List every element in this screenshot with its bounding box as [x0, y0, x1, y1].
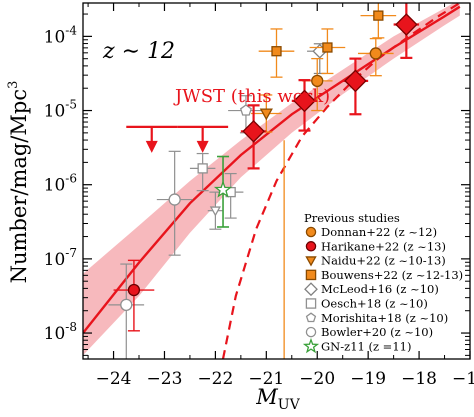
this-work-point-0: [240, 104, 267, 170]
y-tick-label: 10-8: [44, 320, 77, 344]
this-work-point-1-marker: [293, 89, 316, 113]
plot-area: [83, 3, 461, 359]
legend-entry-2: Naidu+22 (z ~10-13): [305, 254, 446, 268]
legend-label-3: Bouwens+22 (z ~12-13): [321, 268, 463, 282]
y-tick-label: 10-4: [44, 23, 78, 47]
bouwens22-point-0-marker: [271, 46, 282, 57]
legend-entry-8: GN-z11 (z =11): [302, 337, 411, 354]
upper-limit-1: [177, 125, 229, 153]
this-work-point-1: [291, 79, 318, 132]
bouwens22-point-1: [309, 28, 346, 75]
bouwens22-point-0: [258, 28, 295, 78]
x-axis-label: MUV: [255, 385, 300, 413]
open-triangle-point-0-marker: [209, 206, 221, 217]
oesch18-point-0: [189, 152, 216, 192]
bowler20-point-1: [108, 263, 145, 359]
x-tick-label: −23: [147, 369, 183, 389]
y-tick-label: 10-7: [44, 246, 77, 270]
y-tick-label: 10-6: [44, 172, 77, 196]
legend-label-5: Oesch+18 (z ~10): [321, 297, 428, 311]
plot-frame: [82, 2, 471, 360]
this-work-point-3-marker: [395, 13, 418, 36]
upper-limit-arrowhead-0: [145, 140, 158, 153]
legend-marker-7: [305, 326, 317, 338]
legend: Previous studies Donnan+22 (z ~12)Harika…: [302, 211, 463, 354]
naidu22-point-0-marker: [259, 108, 273, 121]
y-tick-label: 10-5: [44, 98, 77, 122]
this-work-point-2: [342, 57, 369, 116]
jwst-fit-annotation: JWST (this work): [173, 86, 330, 107]
fit-line-dashed: [221, 3, 461, 359]
harikane22-point-0-marker: [127, 283, 141, 297]
x-tick-label: −19: [350, 369, 386, 389]
legend-marker-5: [305, 298, 317, 309]
fit-line-solid: [83, 5, 461, 334]
x-tick-label: −22: [197, 369, 233, 389]
legend-marker-6: [305, 312, 317, 323]
y-axis-label: Number/mag/Mpc3: [6, 81, 31, 284]
legend-marker-1: [305, 241, 317, 252]
bowler20-point-0: [156, 150, 193, 256]
x-tick-label: −18: [401, 369, 437, 389]
legend-label-4: McLeod+16 (z ~10): [321, 282, 439, 296]
bouwens22-point-2-marker: [373, 10, 384, 21]
data-points: [108, 3, 420, 359]
redshift-annotation: z ∼ 12: [102, 39, 175, 64]
legend-entry-6: Morishita+18 (z ~10): [305, 311, 448, 325]
legend-entry-1: Harikane+22 (z ~13): [305, 239, 446, 253]
bowler20-point-1-marker: [120, 298, 133, 312]
legend-label-7: Bowler+20 (z ~10): [321, 325, 433, 339]
donnan22-point-0-marker: [311, 74, 324, 88]
x-axis-ticks: −24 −23 −22 −21 −20 −19 −18 −17: [87, 3, 474, 389]
x-tick-label: −20: [299, 369, 335, 389]
gnz11-point-0-marker: [213, 180, 233, 198]
morishita18-point-0: [228, 95, 264, 134]
donnan22-point-1-marker: [369, 47, 382, 60]
legend-entry-5: Oesch+18 (z ~10): [305, 297, 428, 311]
legend-label-1: Harikane+22 (z ~13): [321, 239, 446, 253]
legend-label-2: Naidu+22 (z ~10-13): [321, 254, 446, 268]
bowler20-point-0-marker: [168, 193, 181, 206]
legend-label-0: Donnan+22 (z ~12): [321, 225, 437, 239]
x-tick-label: −21: [248, 369, 284, 389]
legend-marker-3: [305, 269, 317, 281]
legend-entry-3: Bouwens+22 (z ~12-13): [305, 268, 463, 282]
bouwens22-point-1-marker: [322, 42, 333, 53]
naidu22-point-0: [251, 94, 282, 133]
legend-entry-7: Bowler+20 (z ~10): [305, 325, 433, 339]
fit-confidence-band: [83, 3, 460, 356]
y-axis-ticks: 10-8 10-7 10-6 10-5 10-4: [44, 13, 470, 356]
this-work-point-3: [393, 3, 420, 59]
legend-marker-4: [304, 282, 318, 297]
gnz11-point-0: [213, 155, 233, 228]
upper-limit-arrowhead-1: [196, 140, 209, 153]
oesch18-point-0-marker: [197, 163, 208, 174]
this-work-point-0-marker: [242, 119, 265, 143]
legend-label-8: GN-z11 (z =11): [321, 339, 411, 353]
donnan22-point-1: [357, 37, 394, 77]
upper-limit-0: [126, 125, 178, 153]
legend-marker-0: [305, 226, 317, 238]
x-tick-label: −24: [96, 369, 132, 389]
legend-title: Previous studies: [304, 211, 400, 225]
morishita18-point-0-marker: [239, 104, 252, 116]
harikane22-point-0: [113, 259, 155, 332]
legend-marker-2: [305, 256, 317, 267]
legend-entry-0: Donnan+22 (z ~12): [305, 225, 437, 239]
legend-label-6: Morishita+18 (z ~10): [321, 311, 448, 325]
bouwens22-point-2: [360, 3, 397, 39]
legend-entry-4: McLeod+16 (z ~10): [304, 282, 439, 297]
x-tick-label: −17: [452, 369, 474, 389]
donnan22-point-0: [301, 57, 333, 112]
this-work-point-2-marker: [344, 69, 367, 93]
legend-marker-8: [302, 337, 320, 354]
